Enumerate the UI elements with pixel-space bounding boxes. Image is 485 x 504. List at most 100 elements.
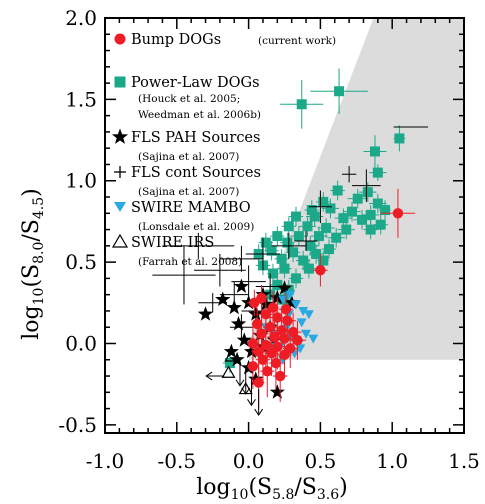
x-tick-label-5: 1.5 bbox=[448, 449, 480, 473]
swire-mambo-point-11 bbox=[308, 334, 319, 344]
fls-pah-sources-point-9 bbox=[236, 332, 252, 347]
swire-irs-left-limit-0-head bbox=[205, 371, 213, 381]
swire-mambo-point-16 bbox=[285, 290, 296, 300]
bump-dogs-point-21 bbox=[257, 354, 269, 365]
bump-dogs-point-25 bbox=[274, 370, 286, 382]
power-law-dogs-point-31 bbox=[305, 240, 316, 251]
y-tick-label-2: 0.5 bbox=[65, 250, 97, 274]
bump-dogs-point-23 bbox=[247, 361, 259, 372]
bump-dogs-point-0 bbox=[392, 208, 404, 219]
power-law-dogs-point-15 bbox=[290, 211, 301, 222]
swire-mambo-point-3 bbox=[296, 318, 307, 328]
fls-pah-sources-point-10 bbox=[243, 343, 260, 359]
power-law-dogs-point-42 bbox=[303, 263, 314, 274]
swire-mambo-point-1 bbox=[290, 300, 301, 310]
power-law-dogs-point-23 bbox=[341, 224, 352, 235]
bump-dogs-point-26 bbox=[253, 377, 264, 388]
x-tick-label-0: -1.0 bbox=[86, 449, 125, 473]
power-law-dogs-point-14 bbox=[380, 205, 391, 216]
x-tick-label-2: 0.0 bbox=[233, 449, 265, 473]
bump-dogs-point-27 bbox=[267, 302, 279, 313]
fls-pah-sources-point-8 bbox=[276, 280, 293, 295]
bump-dogs-point-22 bbox=[270, 357, 282, 369]
power-law-dogs-point-5 bbox=[332, 185, 343, 196]
bump-dogs-point-29 bbox=[256, 292, 267, 304]
legend-marker-0 bbox=[114, 33, 126, 45]
shaded-region bbox=[248, 18, 464, 360]
fls-pah-sources-point-21 bbox=[233, 278, 249, 293]
power-law-dogs-point-9 bbox=[372, 198, 383, 209]
power-law-dogs-point-30 bbox=[282, 237, 293, 248]
bump-dogs-point-10 bbox=[256, 328, 267, 339]
power-law-dogs-point-24 bbox=[365, 224, 376, 235]
fls-pah-sources-point-19 bbox=[269, 384, 285, 399]
fls-pah-sources-point-2 bbox=[226, 299, 242, 315]
y-tick-label-4: 1.5 bbox=[65, 87, 97, 111]
x-axis-title: log10(S5.8/S3.6) bbox=[196, 475, 347, 503]
x-tick-label-3: 0.5 bbox=[304, 449, 336, 473]
swire-irs-point-0 bbox=[221, 365, 236, 378]
legend-ref-2: (Sajina et al. 2007) bbox=[138, 151, 239, 163]
power-law-dogs-point-2 bbox=[394, 133, 405, 144]
power-law-dogs-point-43 bbox=[268, 268, 279, 279]
fls-pah-sources-point-5 bbox=[248, 306, 264, 321]
bump-dogs-point-13 bbox=[292, 335, 303, 346]
power-law-dogs-point-8 bbox=[318, 196, 329, 207]
swire-mambo-point-4 bbox=[301, 329, 312, 339]
bump-dogs-point-19 bbox=[266, 348, 277, 359]
power-law-dogs-point-17 bbox=[338, 213, 349, 224]
legend-marker-4 bbox=[114, 202, 126, 212]
power-law-dogs-point-26 bbox=[293, 231, 304, 242]
power-law-dogs-point-27 bbox=[313, 231, 324, 242]
y-tick-label-0: -0.5 bbox=[58, 413, 97, 437]
legend-label-5: SWIRE IRS bbox=[131, 235, 214, 251]
bump-dogs-point-11 bbox=[269, 331, 280, 343]
power-law-dogs-point-32 bbox=[324, 244, 335, 255]
power-law-dogs-point-11 bbox=[325, 203, 336, 214]
fls-pah-sources-point-0 bbox=[197, 306, 214, 321]
power-law-dogs-point-38 bbox=[298, 255, 309, 266]
x-tick-label-4: 1.0 bbox=[376, 449, 408, 473]
legend-ref-5: (Farrah et al. 2008) bbox=[138, 256, 242, 268]
legend-label-2: FLS PAH Sources bbox=[131, 130, 260, 146]
power-law-dogs-point-28 bbox=[331, 232, 342, 243]
power-law-dogs-point-1 bbox=[334, 86, 345, 97]
power-law-dogs-point-33 bbox=[266, 245, 277, 256]
fls-pah-sources-point-7 bbox=[269, 289, 285, 305]
power-law-dogs-point-13 bbox=[365, 209, 376, 220]
legend-marker-2 bbox=[111, 128, 129, 144]
bump-dogs-point-5 bbox=[282, 315, 293, 326]
swire-irs-upper-limit-2-head bbox=[254, 408, 264, 416]
y-tick-label-3: 1.0 bbox=[65, 169, 97, 193]
legend-ref-1-line2: Weedman et al. 2006b) bbox=[138, 109, 261, 121]
bump-dogs-point-18 bbox=[253, 346, 264, 357]
legend-marker-5 bbox=[111, 233, 129, 248]
bump-dogs-point-1 bbox=[315, 265, 326, 276]
power-law-dogs-point-12 bbox=[346, 206, 357, 217]
bump-dogs-point-20 bbox=[279, 349, 290, 361]
power-law-dogs-point-22 bbox=[321, 222, 332, 233]
bump-dogs-point-3 bbox=[260, 308, 272, 320]
legend-label-0: Bump DOGs bbox=[131, 32, 221, 48]
y-tick-label-1: 0.0 bbox=[65, 331, 97, 355]
legend-ref-1: (Houck et al. 2005; bbox=[138, 93, 240, 105]
swire-irs-upper-limit-3-head bbox=[235, 379, 245, 387]
legend-ref-4: (Lonsdale et al. 2009) bbox=[138, 221, 254, 233]
power-law-dogs-point-16 bbox=[309, 211, 320, 222]
legend-ref-3: (Sajina et al. 2007) bbox=[138, 186, 239, 198]
x-tick-label-1: -0.5 bbox=[158, 449, 197, 473]
power-law-dogs-point-34 bbox=[288, 247, 299, 258]
swire-irs-point-2 bbox=[224, 349, 239, 362]
power-law-dogs-point-20 bbox=[283, 221, 294, 232]
legend-label-1: Power-Law DOGs bbox=[131, 75, 260, 91]
power-law-dogs-point-35 bbox=[311, 248, 322, 259]
power-law-dogs-point-4 bbox=[372, 167, 383, 178]
power-law-dogs-point-0 bbox=[296, 99, 307, 110]
power-law-dogs-point-7 bbox=[352, 193, 363, 204]
legend: Bump DOGs (current work) Power-Law DOGs (Ho… bbox=[111, 32, 336, 268]
power-law-dogs-point-3 bbox=[369, 146, 380, 157]
bump-dogs-point-24 bbox=[262, 365, 273, 377]
bump-dogs-point-14 bbox=[247, 338, 259, 349]
power-law-dogs-point-44 bbox=[290, 273, 301, 284]
